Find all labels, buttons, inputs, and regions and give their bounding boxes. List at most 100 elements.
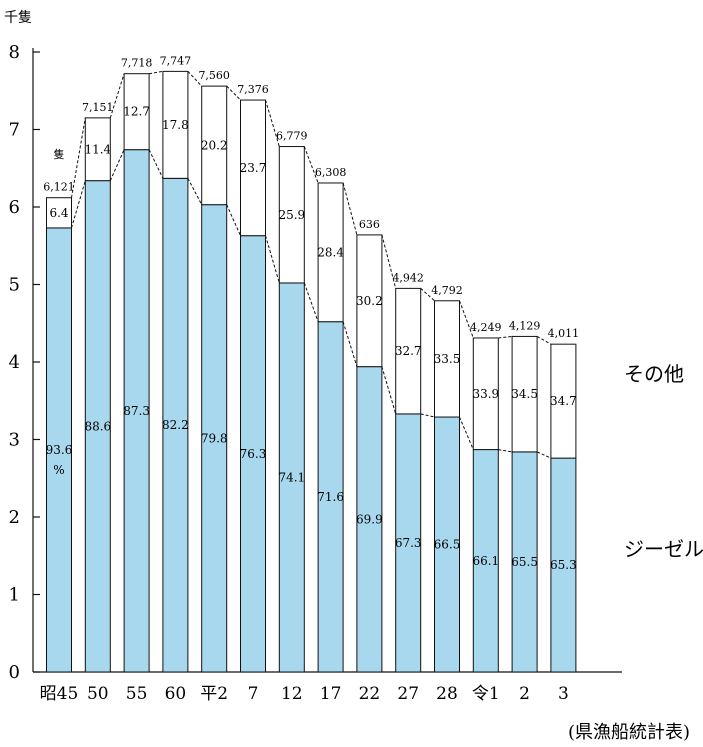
y-unit-label: 千隻 <box>4 10 32 26</box>
connector-total <box>187 71 203 87</box>
y-tick-label: 5 <box>9 275 20 296</box>
total-count-label: 6,121 <box>43 181 75 194</box>
total-count-label: 6,779 <box>276 130 308 143</box>
legend-label-diesel: ジーゼル <box>624 537 703 561</box>
bar-diesel <box>240 235 266 673</box>
pct-label-diesel: 69.9 <box>356 512 383 526</box>
y-tick-label: 2 <box>9 507 20 528</box>
pct-label-diesel: 88.6 <box>84 419 111 433</box>
connector-total <box>149 70 163 75</box>
connector-diesel <box>342 321 358 367</box>
source-note: (県漁船統計表) <box>568 722 690 743</box>
total-count-label: 4,011 <box>548 327 580 340</box>
bar-other <box>356 234 383 368</box>
connector-total <box>265 99 280 147</box>
connector-diesel <box>265 235 280 284</box>
connector-total <box>109 73 125 119</box>
x-category-label: 50 <box>87 684 109 704</box>
total-count-label: 4,249 <box>470 321 502 334</box>
bar-other <box>201 85 228 206</box>
pct-label-other: 34.5 <box>511 387 538 401</box>
connector-total <box>303 146 319 184</box>
x-category-label: 平2 <box>200 684 228 704</box>
x-category-label: 28 <box>436 684 458 704</box>
bar-other <box>434 300 460 418</box>
count-unit-annotation: 隻 <box>54 147 65 161</box>
pct-label-diesel: 71.6 <box>317 490 344 504</box>
connector-total <box>71 117 86 198</box>
pct-label-other: 6.4 <box>49 206 68 220</box>
percent-unit-annotation: % <box>53 463 64 477</box>
connector-diesel <box>109 149 125 181</box>
connector-diesel <box>71 180 86 229</box>
connector-diesel <box>148 149 164 179</box>
y-tick-label: 4 <box>9 352 20 373</box>
bar-other <box>317 182 344 323</box>
total-count-label: 7,560 <box>198 69 230 82</box>
legend-label-other: その他 <box>624 362 684 386</box>
pct-label-other: 32.7 <box>395 344 422 358</box>
x-category-label: 17 <box>320 684 342 704</box>
connector-diesel <box>536 451 552 459</box>
pct-label-other: 33.5 <box>434 352 461 366</box>
bar-diesel <box>123 149 150 673</box>
bar-diesel <box>395 413 422 673</box>
connector-diesel <box>226 204 241 236</box>
pct-label-diesel: 82.2 <box>162 418 189 432</box>
pct-label-diesel: 66.1 <box>472 554 499 568</box>
bar-other <box>123 73 150 151</box>
bar-other <box>472 337 499 451</box>
total-count-label: 6,308 <box>315 166 347 179</box>
x-category-label: 12 <box>281 684 303 704</box>
bar-other <box>162 70 189 179</box>
pct-label-diesel: 67.3 <box>395 536 422 550</box>
pct-label-other: 25.9 <box>278 208 305 222</box>
y-tick-label: 7 <box>9 120 20 141</box>
pct-label-other: 33.9 <box>472 387 499 401</box>
bar-other <box>46 197 72 229</box>
total-count-label: 636 <box>359 218 380 231</box>
x-category-label: 22 <box>359 684 381 704</box>
connector-diesel <box>459 416 474 450</box>
connector-diesel <box>381 366 397 415</box>
bar-diesel <box>511 451 538 673</box>
pct-label-other: 12.7 <box>123 105 150 119</box>
bar-diesel <box>46 227 72 673</box>
total-count-label: 4,129 <box>509 319 541 332</box>
pct-label-diesel: 66.5 <box>434 538 461 552</box>
connector-total <box>226 85 241 101</box>
pct-label-diesel: 65.3 <box>550 558 577 572</box>
pct-label-diesel: 74.1 <box>278 470 305 484</box>
pct-label-diesel: 93.6 <box>46 443 73 457</box>
x-category-label: 3 <box>558 684 569 704</box>
bar-diesel <box>278 282 305 673</box>
pct-label-diesel: 79.8 <box>201 431 228 445</box>
x-category-label: 27 <box>397 684 419 704</box>
connector-diesel <box>420 413 435 418</box>
bar-diesel <box>84 180 111 673</box>
bar-other <box>278 146 305 284</box>
y-tick-label: 1 <box>9 585 20 606</box>
pct-label-other: 28.4 <box>317 245 344 259</box>
connector-total <box>420 288 435 302</box>
x-category-label: 2 <box>519 684 530 704</box>
y-tick-label: 0 <box>9 662 20 683</box>
bar-other <box>395 287 422 415</box>
pct-label-diesel: 65.5 <box>511 555 538 569</box>
bar-diesel <box>550 457 577 673</box>
total-count-label: 4,942 <box>392 271 424 284</box>
pct-label-diesel: 87.3 <box>123 404 150 418</box>
total-count-label: 7,747 <box>160 54 192 67</box>
connector-diesel <box>498 449 513 453</box>
pct-label-other: 11.4 <box>84 142 111 156</box>
y-tick-label: 3 <box>9 430 20 451</box>
total-count-label: 7,151 <box>82 101 114 114</box>
total-count-label: 7,718 <box>121 57 153 70</box>
pct-label-other: 23.7 <box>240 161 267 175</box>
bar-other <box>240 99 266 237</box>
x-category-label: 7 <box>248 684 259 704</box>
connector-total <box>381 234 397 289</box>
x-category-label: 55 <box>126 684 148 704</box>
y-tick-label: 8 <box>9 42 20 63</box>
